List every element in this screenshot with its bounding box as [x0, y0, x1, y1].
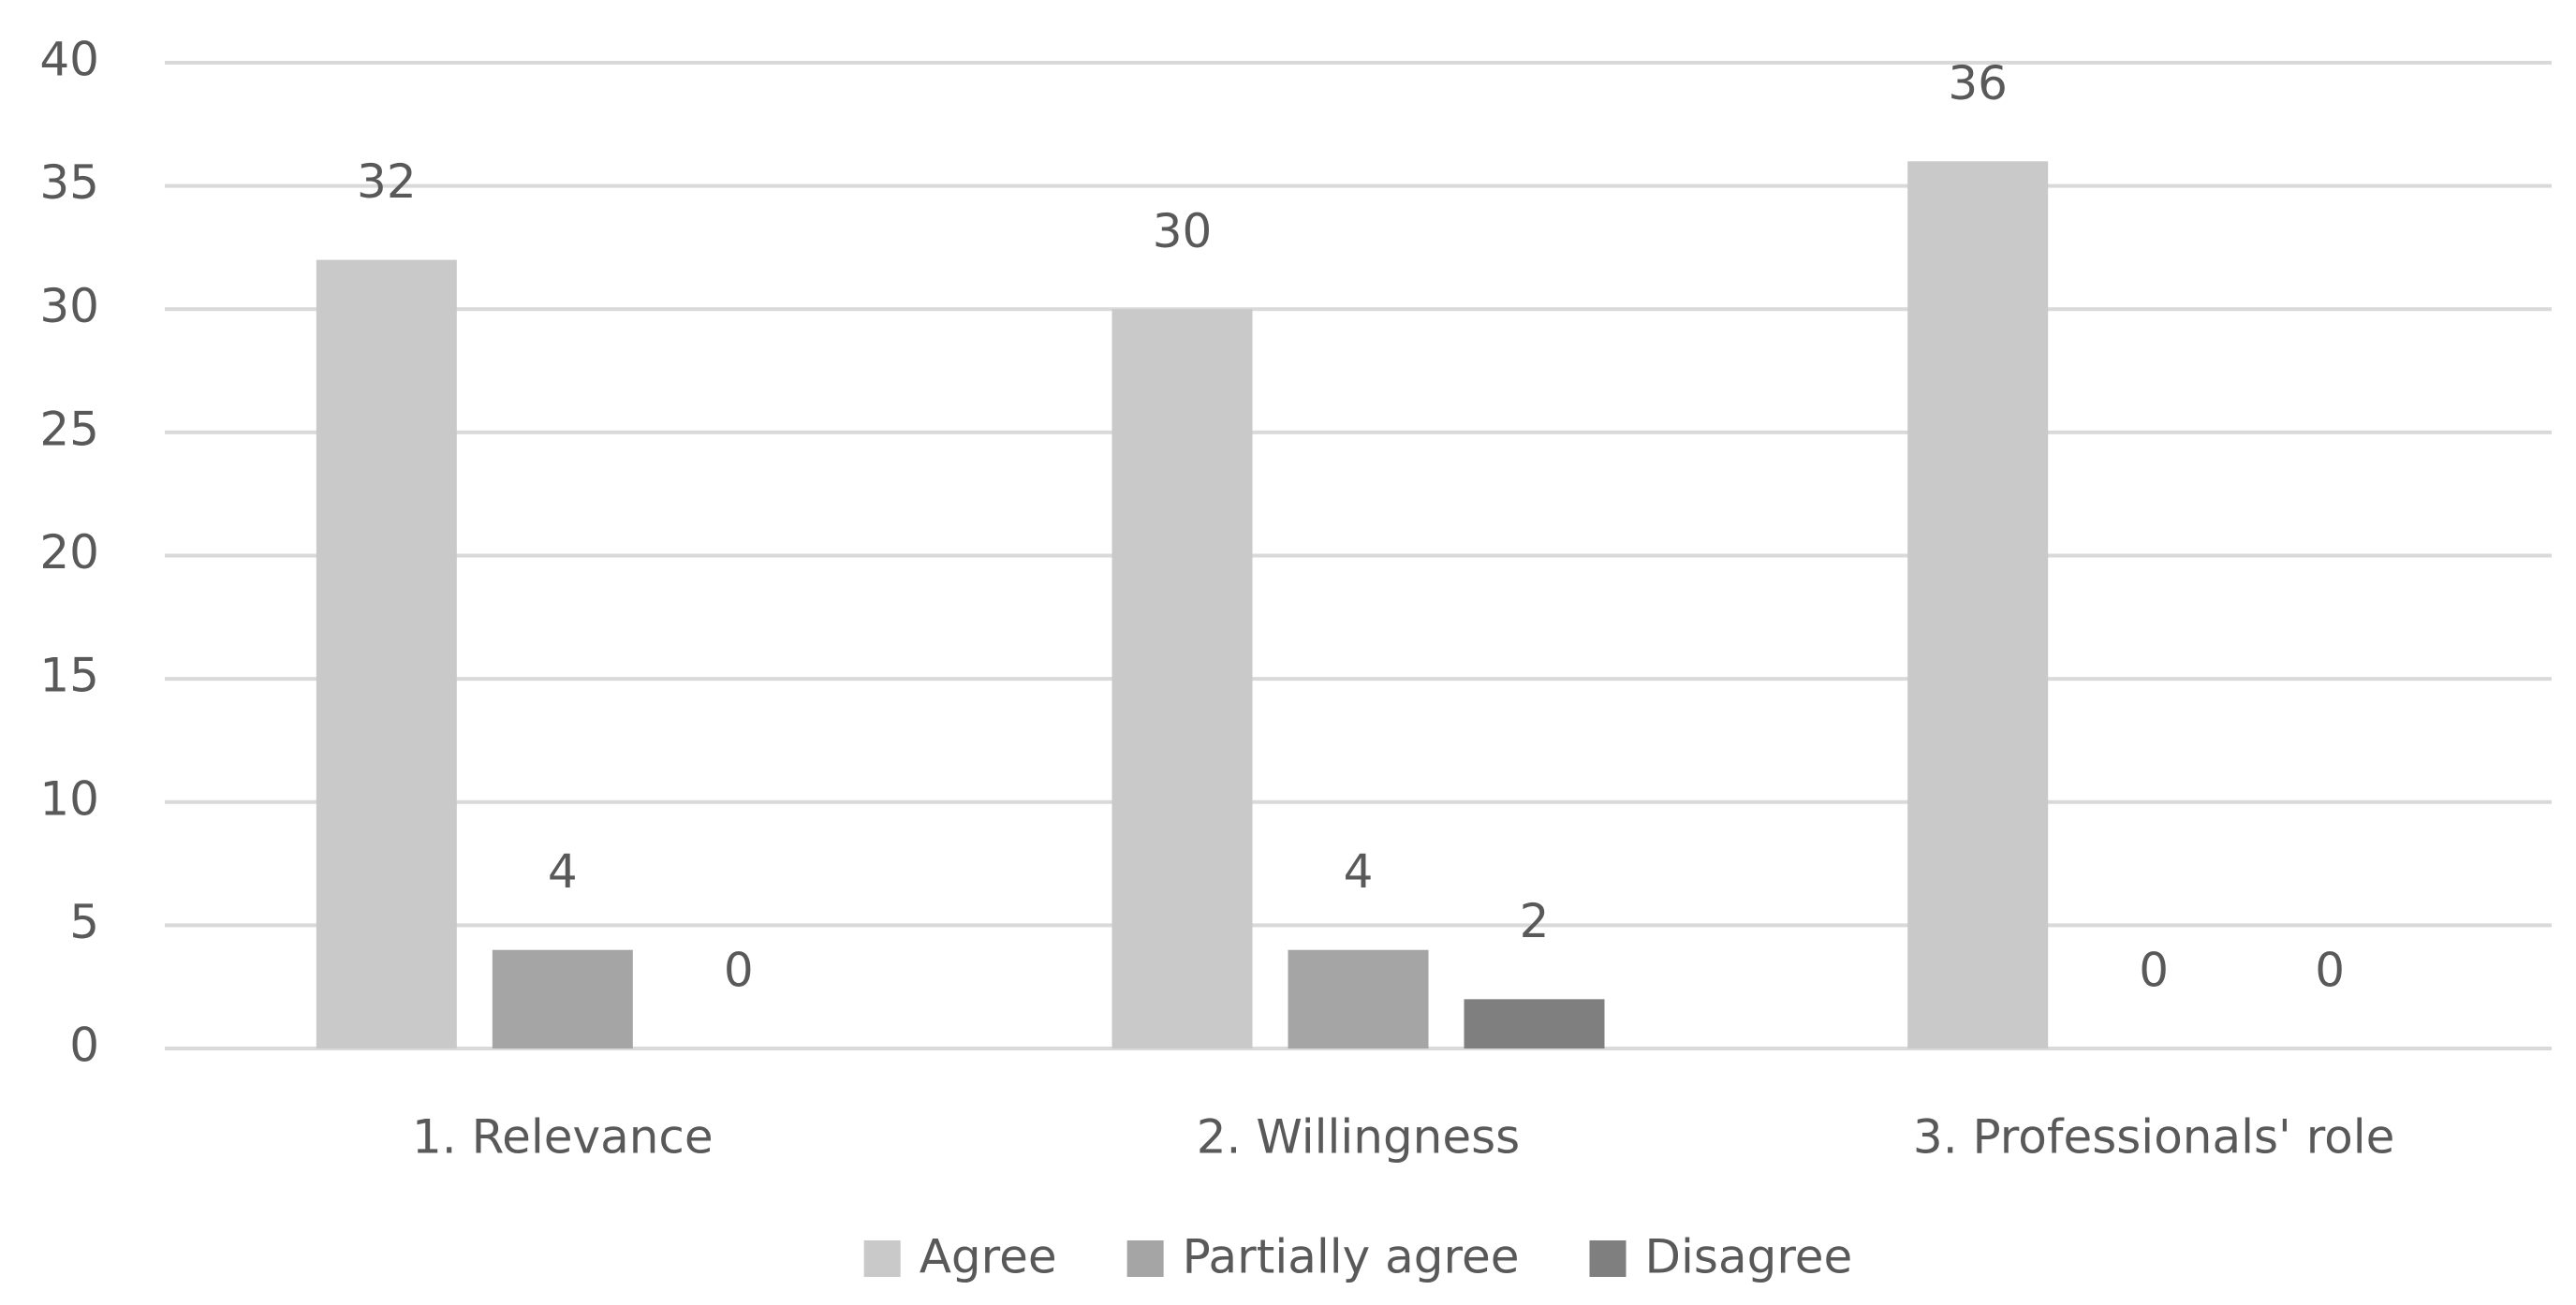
data-label: 2: [1520, 894, 1550, 948]
legend-swatch: [1126, 1240, 1164, 1277]
legend-label: Partially agree: [1183, 1230, 1520, 1284]
data-label: 0: [2315, 944, 2345, 998]
x-tick-label: 2. Willingness: [1197, 1110, 1520, 1165]
bar: [316, 259, 457, 1049]
y-tick-label: 5: [69, 895, 99, 949]
legend-label: Agree: [920, 1230, 1057, 1284]
y-tick-label: 35: [39, 155, 99, 210]
y-tick-label: 25: [39, 402, 99, 456]
data-label: 0: [724, 944, 754, 998]
data-label: 30: [1153, 204, 1213, 258]
y-tick-label: 10: [39, 771, 99, 826]
x-tick-label: 3. Professionals' role: [1913, 1110, 2394, 1165]
bar: [1111, 309, 1253, 1048]
legend-swatch: [1589, 1240, 1627, 1277]
legend-label: Disagree: [1645, 1230, 1853, 1284]
data-label: 32: [357, 154, 417, 209]
bar: [492, 949, 633, 1048]
data-label: 4: [548, 844, 578, 899]
y-tick-label: 15: [39, 649, 99, 703]
data-label: 4: [1344, 844, 1374, 899]
bar: [1907, 161, 2049, 1049]
y-tick-label: 20: [39, 525, 99, 579]
data-label: 36: [1948, 56, 2008, 110]
data-label: 0: [2139, 944, 2169, 998]
legend-swatch: [863, 1240, 901, 1277]
y-tick-label: 40: [39, 33, 99, 87]
bar: [1288, 949, 1429, 1048]
x-tick-label: 1. Relevance: [412, 1110, 714, 1165]
bar: [1464, 999, 1605, 1048]
y-tick-label: 0: [69, 1019, 99, 1073]
y-tick-label: 30: [39, 279, 99, 333]
